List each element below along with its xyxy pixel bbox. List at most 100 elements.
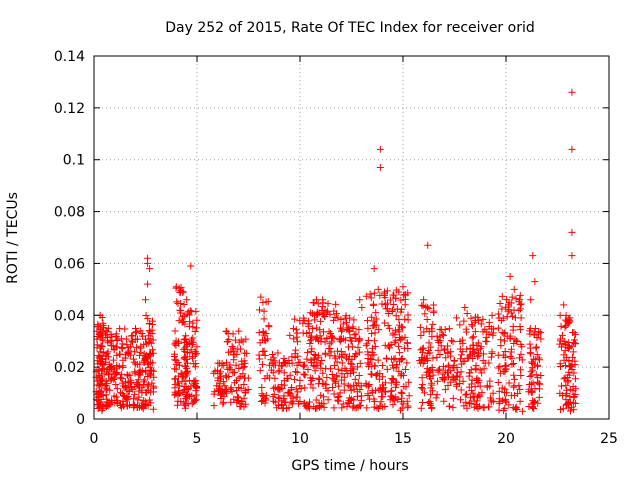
data-point [284,389,292,397]
data-point [222,372,230,380]
data-point [405,392,413,400]
data-point [449,394,457,402]
data-point [392,378,400,386]
data-point [275,386,283,394]
data-point [354,343,362,351]
data-point [354,403,362,411]
data-point [395,342,403,350]
data-point [355,337,363,345]
data-point [506,272,514,280]
data-point [477,320,485,328]
data-point [331,313,339,321]
data-point [535,330,543,338]
data-point [397,372,405,380]
data-point [487,353,495,361]
data-point [358,304,366,312]
data-point [439,330,447,338]
data-point [434,346,442,354]
data-point [321,312,329,320]
data-point [106,401,114,409]
data-point [130,355,138,363]
data-point [316,317,324,325]
data-point [236,402,244,410]
data-point [278,404,286,412]
data-point [400,383,408,391]
data-point [227,366,235,374]
data-point [368,351,376,359]
data-point [182,401,190,409]
data-point [110,346,118,354]
data-point [370,397,378,405]
data-point [568,228,576,236]
data-point [501,366,509,374]
data-point [350,402,358,410]
data-point [96,332,104,340]
data-point [240,363,248,371]
data-point [271,398,279,406]
data-point [317,391,325,399]
data-point [388,374,396,382]
y-tick-label: 0.02 [54,360,85,376]
data-point [513,337,521,345]
data-point [478,389,486,397]
data-point [508,293,516,301]
data-point [382,354,390,362]
data-point [292,368,300,376]
data-point [442,354,450,362]
data-point [561,374,569,382]
data-point [571,391,579,399]
data-point [343,354,351,362]
data-point [516,322,524,330]
data-point [123,395,131,403]
data-point [501,337,509,345]
data-point [192,307,200,315]
data-point [518,343,526,351]
data-point [189,398,197,406]
data-point [356,348,364,356]
data-point [270,397,278,405]
data-point [261,394,269,402]
data-point [191,348,199,356]
data-point [188,354,196,362]
data-point [498,305,506,313]
data-point [485,330,493,338]
data-point [348,395,356,403]
data-point [558,343,566,351]
data-point [329,383,337,391]
data-point [349,323,357,331]
data-point [424,241,432,249]
data-point [366,395,374,403]
data-point [476,402,484,410]
data-point [571,400,579,407]
data-point [315,380,323,388]
data-point [107,396,115,404]
data-point [235,374,243,382]
data-point [457,386,465,394]
x-axis-ticks: 0 5 10 15 20 25 [90,56,618,447]
data-point [389,306,397,314]
data-point [113,399,121,407]
data-point [371,321,379,329]
data-point [294,338,302,346]
data-point [129,331,137,339]
data-point [427,384,435,392]
data-point [148,367,156,375]
data-point [230,395,238,403]
data-point [375,375,383,383]
data-point [328,338,336,346]
data-point [418,381,426,389]
data-point [233,350,241,358]
data-point [430,301,438,309]
data-point [134,376,142,384]
data-point [142,312,150,320]
data-point [563,386,571,394]
data-point [95,387,103,395]
data-point [121,325,129,333]
data-point [527,368,535,376]
data-point [479,328,487,336]
data-point [122,335,130,343]
data-point [398,323,406,331]
data-point [101,381,109,389]
data-point [562,311,570,319]
data-point [174,300,182,308]
